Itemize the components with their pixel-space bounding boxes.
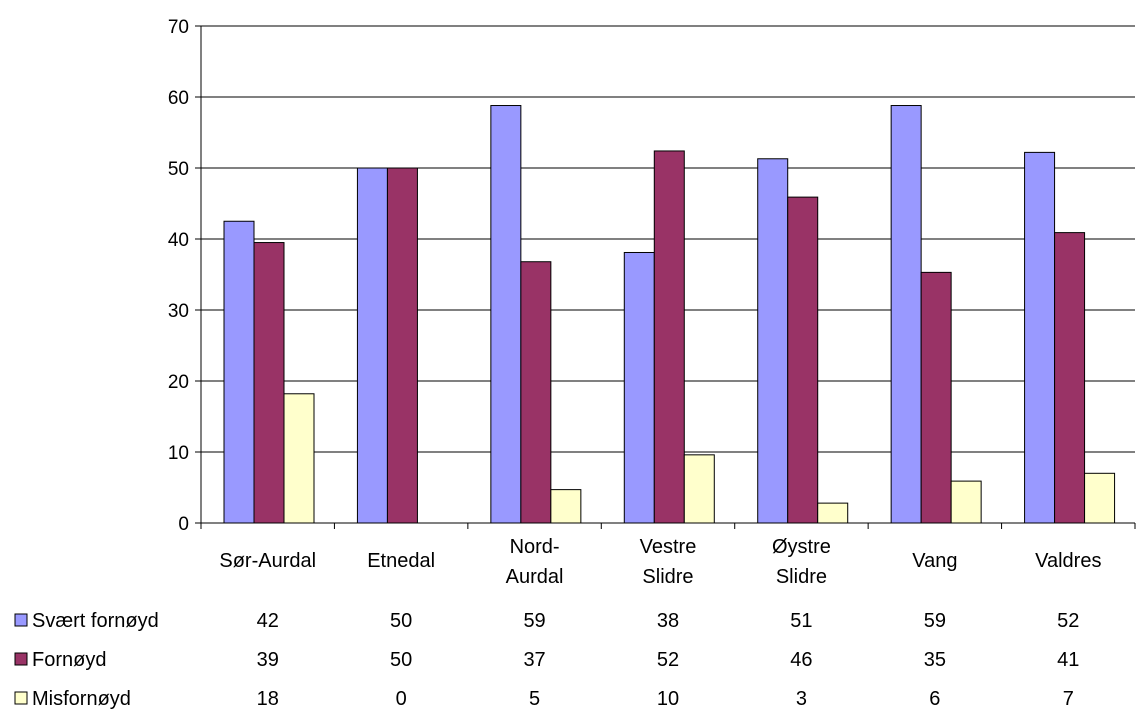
- table-value: 35: [924, 649, 946, 671]
- y-tick-label: 30: [168, 301, 189, 322]
- category-label-line: Slidre: [642, 566, 693, 588]
- category-label-line: Nord-: [510, 536, 560, 558]
- bar: [890, 105, 922, 524]
- y-tick-label: 60: [168, 88, 189, 109]
- bar: [950, 480, 982, 524]
- legend-swatch: [14, 652, 28, 666]
- table-value: 7: [1063, 688, 1074, 710]
- y-axis: 0 10 20 30 40 50 60 70: [168, 17, 202, 535]
- bar: [1084, 472, 1116, 524]
- bar: [683, 454, 715, 524]
- bar: [490, 105, 522, 524]
- table-value: 52: [1057, 610, 1079, 632]
- bar: [653, 150, 685, 524]
- table-value: 38: [657, 610, 679, 632]
- table-value: 50: [390, 649, 412, 671]
- table-value: 52: [657, 649, 679, 671]
- bar: [787, 196, 819, 524]
- table-value: 5: [529, 688, 540, 710]
- bar: [817, 502, 849, 524]
- table-value: 18: [257, 688, 279, 710]
- table-value: 37: [523, 649, 545, 671]
- table-value: 0: [396, 688, 407, 710]
- table-value: 59: [924, 610, 946, 632]
- legend-label: Svært fornøyd: [32, 610, 159, 632]
- y-tick-label: 40: [168, 230, 189, 251]
- bar: [223, 220, 255, 524]
- x-axis: Sør-Aurdal Etnedal Nord- Aurdal Vestre Slidre…: [200, 522, 1136, 588]
- table-value: 51: [790, 610, 812, 632]
- bar: [356, 167, 388, 524]
- bar: [1054, 232, 1086, 524]
- bar: [1024, 151, 1056, 524]
- category-label: Vestre Slidre: [640, 536, 697, 588]
- table-value: 10: [657, 688, 679, 710]
- legend-swatch: [14, 691, 28, 705]
- table-value: 59: [523, 610, 545, 632]
- table-value: 3: [796, 688, 807, 710]
- bar: [520, 261, 552, 524]
- table-value: 6: [929, 688, 940, 710]
- bar: [920, 271, 952, 524]
- bar: [253, 242, 285, 524]
- category-label: Etnedal: [367, 550, 435, 572]
- table-value: 50: [390, 610, 412, 632]
- category-label: Øystre Slidre: [772, 536, 831, 588]
- category-label-line: Aurdal: [506, 566, 564, 588]
- table-value: 41: [1057, 649, 1079, 671]
- category-label-line: Vestre: [640, 536, 697, 558]
- category-label: Sør-Aurdal: [219, 550, 316, 572]
- bar: [283, 393, 315, 524]
- category-label: Valdres: [1035, 550, 1101, 572]
- category-label-line: Slidre: [776, 566, 827, 588]
- category-label: Vang: [912, 550, 957, 572]
- y-tick-label: 10: [168, 443, 189, 464]
- bar: [623, 251, 655, 524]
- bar: [550, 489, 582, 524]
- legend-label: Misfornøyd: [32, 688, 131, 710]
- y-tick-label: 0: [178, 514, 189, 535]
- legend-label: Fornøyd: [32, 649, 106, 671]
- table-value: 39: [257, 649, 279, 671]
- bar: [386, 167, 418, 524]
- table-value: 42: [257, 610, 279, 632]
- y-tick-label: 20: [168, 372, 189, 393]
- y-tick-label: 70: [168, 17, 189, 38]
- category-label-line: Øystre: [772, 536, 831, 558]
- legend-swatch: [14, 613, 28, 627]
- table-value: 46: [790, 649, 812, 671]
- bars: [223, 105, 1116, 524]
- bar: [757, 158, 789, 524]
- y-tick-label: 50: [168, 159, 189, 180]
- category-label: Nord- Aurdal: [506, 536, 564, 588]
